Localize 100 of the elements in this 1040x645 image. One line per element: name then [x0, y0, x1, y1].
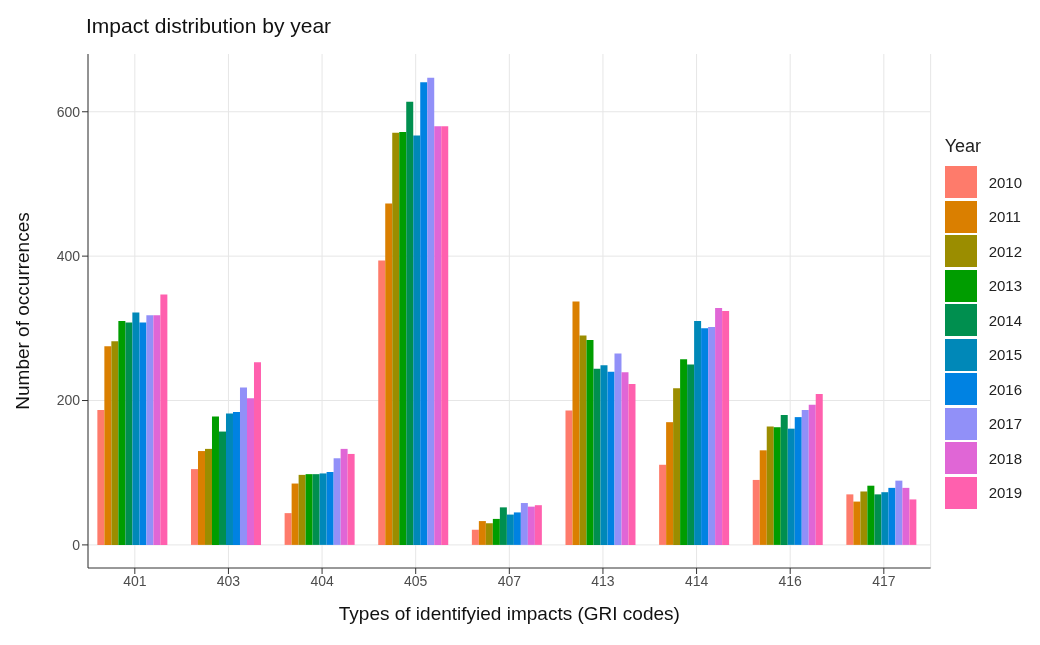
bar: [190, 469, 198, 545]
legend-title: Year: [944, 136, 982, 157]
bar: [687, 364, 695, 545]
y-axis-title: Number of occurrences: [11, 212, 33, 410]
bar: [909, 499, 917, 545]
bar: [808, 404, 816, 545]
bar: [471, 529, 479, 545]
bar: [600, 365, 608, 545]
bar: [722, 311, 730, 545]
bar: [534, 505, 542, 545]
bar: [520, 503, 528, 545]
bar: [392, 132, 400, 545]
bar: [125, 322, 133, 545]
bar: [485, 523, 493, 545]
bar: [766, 426, 774, 545]
bar: [434, 126, 442, 545]
bar: [694, 321, 702, 545]
bar: [621, 372, 629, 545]
bar: [673, 388, 681, 545]
bar: [708, 326, 716, 545]
x-tick-label: 413: [591, 572, 615, 589]
bar: [593, 368, 601, 545]
bar: [607, 371, 615, 545]
x-tick-label: 417: [872, 572, 896, 589]
bar: [527, 506, 535, 545]
bar: [118, 321, 126, 545]
x-tick-label: 405: [404, 572, 428, 589]
bar: [340, 448, 348, 545]
legend-label: 2019: [988, 484, 1022, 502]
bar: [153, 315, 161, 545]
x-tick-label: 407: [497, 572, 522, 589]
bar: [874, 494, 882, 545]
legend-label: 2014: [988, 311, 1022, 329]
bar: [478, 521, 486, 545]
bar: [305, 474, 313, 545]
bar: [902, 487, 910, 545]
bar: [197, 451, 205, 545]
bar: [132, 312, 140, 545]
x-tick-label: 404: [310, 572, 334, 589]
bar: [225, 413, 233, 545]
bar: [492, 518, 500, 545]
bar: [867, 485, 875, 545]
bar: [239, 387, 247, 545]
bar: [801, 409, 809, 545]
bar: [406, 101, 414, 545]
x-tick-label: 403: [216, 572, 241, 589]
bar: [291, 483, 299, 545]
bar: [347, 453, 355, 545]
y-tick-label: 600: [56, 103, 81, 120]
bar: [427, 77, 435, 545]
bar: [298, 474, 306, 545]
bar: [787, 428, 795, 545]
bar: [759, 450, 767, 545]
legend-label: 2017: [988, 415, 1022, 433]
bar: [499, 507, 507, 545]
bar: [312, 474, 320, 545]
bar: [579, 335, 587, 545]
legend-label: 2010: [988, 173, 1022, 191]
bar: [211, 416, 219, 545]
bar: [773, 427, 781, 545]
bar: [104, 346, 112, 545]
bar: [853, 501, 861, 545]
bar: [146, 315, 154, 545]
legend-label: 2016: [988, 380, 1022, 398]
bar: [420, 82, 428, 545]
bar: [97, 409, 105, 545]
bar: [413, 135, 421, 545]
chart-title: Impact distribution by year: [86, 14, 332, 38]
x-axis-title: Types of identifyied impacts (GRI codes): [338, 603, 680, 624]
bar: [160, 294, 168, 545]
bar: [680, 359, 688, 545]
legend-label: 2018: [988, 449, 1022, 467]
x-tick-label: 416: [778, 572, 803, 589]
y-tick-label: 200: [56, 392, 81, 409]
legend-label: 2015: [988, 346, 1022, 364]
bar: [815, 394, 823, 545]
bar: [513, 512, 521, 545]
bar: [385, 203, 393, 545]
bar: [333, 458, 341, 545]
bar: [284, 513, 292, 545]
bar: [378, 260, 386, 545]
bar: [860, 491, 868, 545]
bar: [232, 412, 240, 545]
x-tick-label: 414: [684, 572, 709, 589]
bar: [139, 322, 147, 545]
bar: [441, 126, 449, 545]
bar: [888, 487, 896, 545]
bar: [659, 464, 667, 545]
bar: [565, 410, 573, 545]
bar: [204, 448, 212, 545]
bar: [846, 494, 854, 545]
bar: [895, 480, 903, 545]
bar: [506, 514, 514, 545]
bar: [246, 398, 254, 545]
bar: [399, 131, 407, 545]
bar: [752, 479, 760, 545]
bar: [614, 353, 622, 545]
legend-label: 2013: [988, 277, 1022, 295]
bar: [780, 414, 788, 545]
x-tick-label: 401: [123, 572, 147, 589]
